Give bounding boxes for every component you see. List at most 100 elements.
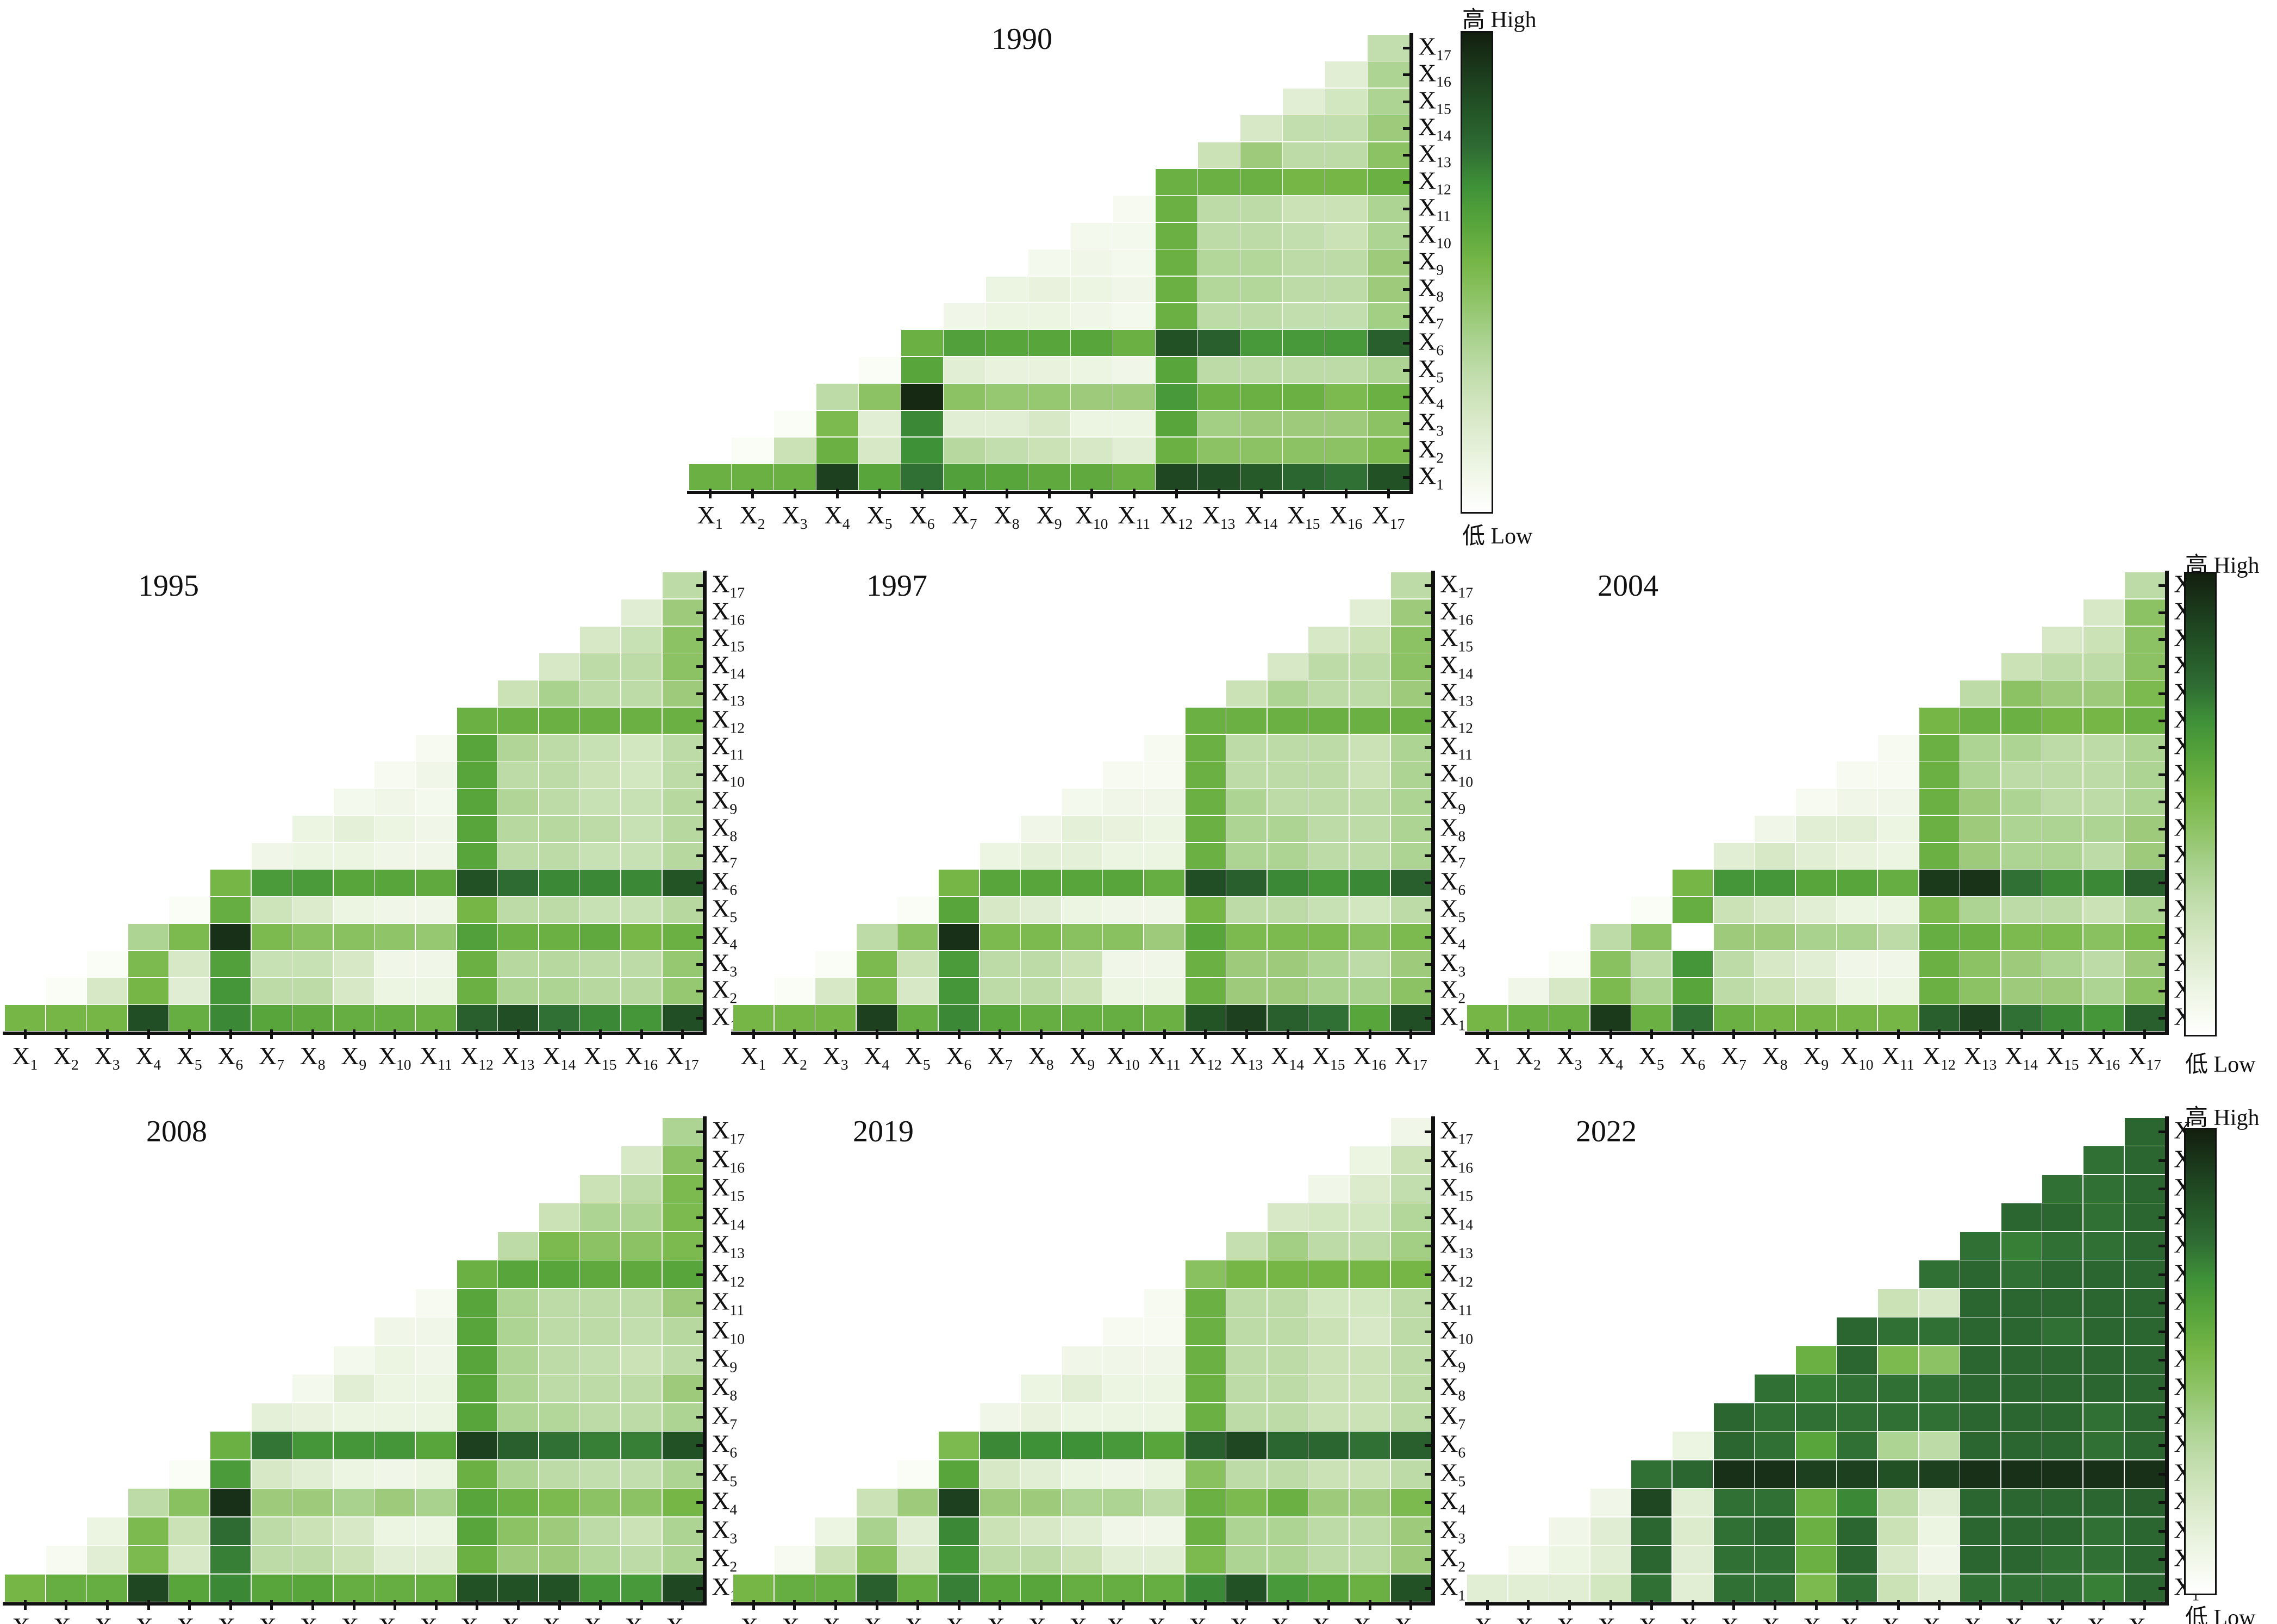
heatmap-cell: [1267, 1459, 1308, 1489]
heatmap-cell: [2042, 1288, 2083, 1317]
heatmap-cell: [979, 869, 1021, 897]
heatmap-cell: [1795, 1004, 1837, 1032]
heatmap-cell: [621, 1402, 663, 1432]
heatmap-cell: [292, 1374, 334, 1403]
heatmap-cell: [1390, 707, 1432, 735]
heatmap-cell: [815, 1516, 857, 1546]
x-axis-label: X12: [460, 1041, 494, 1073]
heatmap-cell: [621, 1488, 663, 1517]
heatmap-cell: [1836, 1374, 1878, 1403]
heatmap-cell: [1282, 329, 1325, 357]
heatmap-cell: [733, 1004, 775, 1032]
heatmap-cell: [816, 410, 859, 438]
heatmap-cell: [1836, 1573, 1878, 1603]
heatmap-cell: [1672, 869, 1714, 897]
x-axis-tick: [751, 488, 754, 498]
heatmap-cell: [1349, 788, 1391, 816]
x-axis-label: X9: [1069, 1041, 1095, 1073]
y-axis-label: X17: [1440, 1116, 1474, 1147]
heatmap-cell: [497, 1431, 539, 1460]
x-axis-label: X15: [1312, 1041, 1345, 1073]
heatmap-cell: [1282, 88, 1325, 115]
y-axis-label: X15: [1440, 1173, 1474, 1204]
heatmap-cell: [1836, 923, 1878, 951]
heatmap-cell: [1836, 1488, 1878, 1517]
heatmap-cell: [1226, 842, 1268, 870]
heatmap-cell: [1795, 815, 1837, 843]
heatmap-cell: [1877, 1431, 1919, 1460]
x-axis-label: X11: [1882, 1612, 1914, 1624]
heatmap-cell: [1226, 815, 1268, 843]
heatmap-cell: [2124, 572, 2166, 599]
heatmap-cell: [1226, 1288, 1268, 1317]
y-axis-tick: [2159, 800, 2167, 803]
heatmap-cell: [1754, 1431, 1796, 1460]
heatmap-cell: [1672, 1488, 1714, 1517]
heatmap-cell: [415, 1374, 457, 1403]
y-axis-label: X13: [1440, 1230, 1474, 1261]
heatmap-cell: [374, 1573, 416, 1603]
x-axis-tick: [1175, 488, 1178, 498]
heatmap-cell: [2083, 1374, 2125, 1403]
y-axis-tick: [1425, 1529, 1433, 1533]
heatmap-cell: [1795, 1374, 1837, 1403]
heatmap-cell: [579, 626, 621, 653]
x-axis-label: X10: [1841, 1612, 1874, 1624]
y-axis-tick: [696, 1501, 704, 1504]
y-axis-tick: [2159, 1330, 2167, 1333]
heatmap-cell: [1325, 88, 1368, 115]
heatmap-cell: [662, 761, 703, 789]
x-axis-tick: [1040, 1600, 1043, 1610]
x-axis-tick: [517, 1029, 520, 1039]
x-axis-tick: [2143, 1600, 2147, 1610]
heatmap-cell: [538, 1374, 580, 1403]
colorbar-low-label: 低 Low: [2185, 1606, 2256, 1624]
heatmap-cell: [1960, 1516, 2001, 1546]
heatmap-cell: [2000, 1203, 2042, 1232]
x-axis-tick: [878, 488, 881, 498]
heatmap-cell: [1184, 1573, 1226, 1603]
heatmap-cell: [1325, 276, 1368, 303]
heatmap-cell: [1631, 1573, 1673, 1603]
y-axis-label: X12: [1418, 166, 1451, 198]
y-axis-label: X10: [1440, 759, 1474, 790]
heatmap-cell: [1549, 1004, 1590, 1032]
x-axis-label: X6: [909, 501, 935, 532]
heatmap-cell: [1240, 115, 1283, 142]
heatmap-cell: [1713, 977, 1755, 1005]
heatmap-cell: [1155, 195, 1198, 223]
heatmap-cell: [169, 896, 210, 924]
heatmap-cell: [210, 1431, 252, 1460]
heatmap-cell: [538, 1231, 580, 1260]
heatmap-cell: [1226, 734, 1268, 761]
heatmap-cell: [1325, 464, 1368, 491]
heatmap-cell: [1349, 869, 1391, 897]
heatmap-cell: [2124, 1231, 2166, 1260]
heatmap-cell: [374, 1431, 416, 1460]
y-axis-label: X1: [1418, 461, 1444, 493]
heatmap-cell: [2124, 869, 2166, 897]
y-axis-label: X17: [712, 570, 745, 601]
heatmap-cell: [2083, 680, 2125, 708]
heatmap-cell: [1197, 383, 1240, 411]
heatmap-cell: [1960, 761, 2001, 789]
x-axis-tick: [793, 1600, 796, 1610]
heatmap-cell: [1197, 329, 1240, 357]
x-axis-tick: [147, 1600, 150, 1610]
heatmap-cell: [1325, 437, 1368, 464]
heatmap-cell: [1226, 896, 1268, 924]
heatmap-cell: [86, 1573, 128, 1603]
x-axis-label: X5: [904, 1041, 931, 1073]
heatmap-cell: [1226, 1516, 1268, 1546]
heatmap-cell: [1144, 1004, 1186, 1032]
heatmap-cell: [1020, 950, 1062, 978]
heatmap-cell: [415, 923, 457, 951]
x-axis-tick: [1774, 1029, 1776, 1039]
heatmap-cell: [374, 1004, 416, 1032]
heatmap-cell: [621, 1345, 663, 1375]
heatmap-cell: [210, 1573, 252, 1603]
y-axis-label: X6: [1418, 327, 1444, 359]
x-axis-label: X1: [697, 501, 723, 532]
y-axis-tick: [1425, 1501, 1433, 1504]
x-axis-tick: [517, 1600, 520, 1610]
